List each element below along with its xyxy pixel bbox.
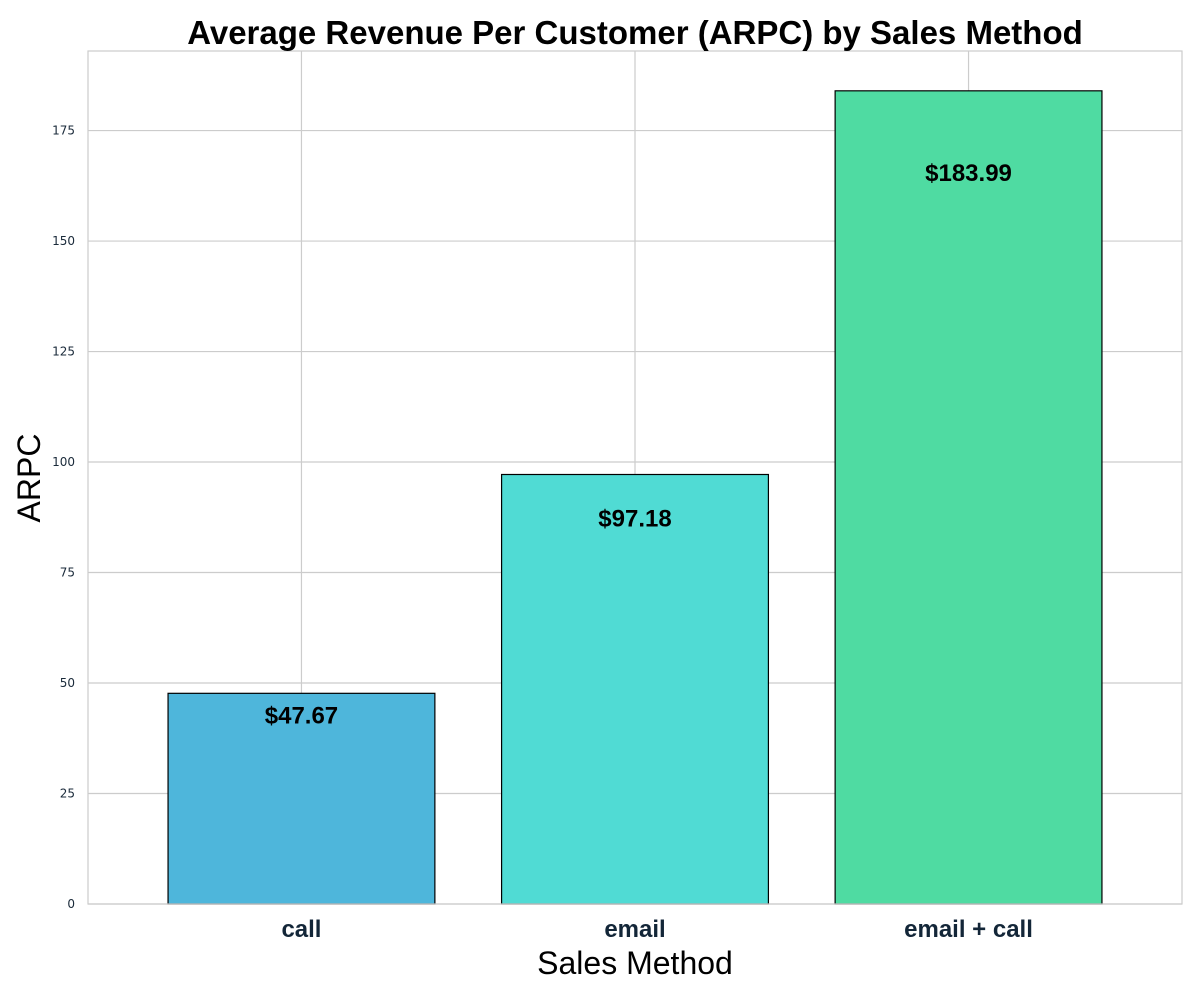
y-tick-label: 0 bbox=[67, 897, 75, 911]
y-tick-label: 175 bbox=[52, 124, 75, 138]
y-tick-label: 125 bbox=[52, 345, 75, 359]
x-axis-label: Sales Method bbox=[537, 945, 733, 981]
data-label: $97.18 bbox=[598, 505, 671, 532]
y-tick-labels: 0 25 50 75 100 125 150 175 bbox=[52, 124, 75, 911]
data-label: $47.67 bbox=[265, 702, 338, 729]
bar bbox=[167, 692, 436, 905]
data-labels: $47.67 $97.18 $183.99 bbox=[265, 160, 1012, 729]
x-tick-label: email bbox=[604, 916, 665, 943]
bar bbox=[834, 90, 1103, 905]
y-axis-label: ARPC bbox=[11, 434, 47, 523]
data-label: $183.99 bbox=[925, 160, 1012, 187]
y-tick-label: 100 bbox=[52, 455, 75, 469]
bar bbox=[500, 473, 770, 905]
x-tick-label: call bbox=[281, 916, 321, 943]
chart-title: Average Revenue Per Customer (ARPC) by S… bbox=[187, 14, 1083, 51]
x-tick-labels: call email email + call bbox=[281, 916, 1032, 943]
y-tick-label: 25 bbox=[60, 787, 75, 801]
y-tick-label: 50 bbox=[60, 676, 75, 690]
bars-layer bbox=[167, 90, 1103, 905]
y-tick-label: 150 bbox=[52, 234, 75, 248]
x-tick-label: email + call bbox=[904, 916, 1033, 943]
plot-frame bbox=[87, 50, 1183, 905]
y-tick-label: 75 bbox=[60, 566, 75, 580]
